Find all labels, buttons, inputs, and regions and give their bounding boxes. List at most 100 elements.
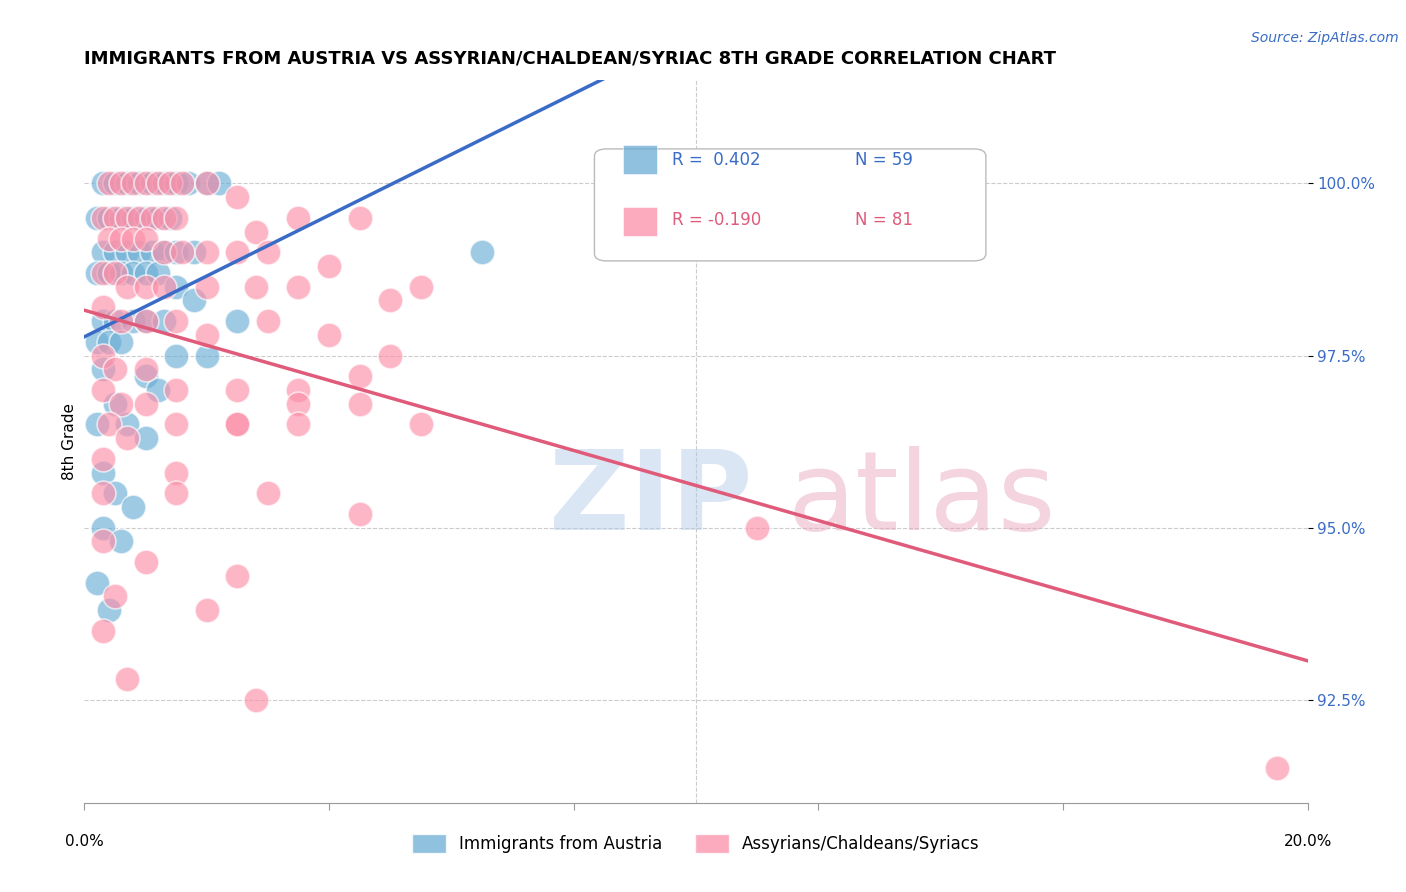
Point	[146, 211, 169, 225]
Point	[110, 177, 132, 191]
Point	[226, 417, 249, 432]
Point	[104, 211, 127, 225]
Point	[110, 231, 132, 245]
Point	[245, 692, 267, 706]
Text: ZIP: ZIP	[550, 446, 752, 553]
Text: N = 81: N = 81	[855, 211, 912, 228]
Point	[349, 211, 371, 225]
Point	[165, 279, 187, 293]
Point	[135, 314, 157, 328]
Point	[287, 211, 309, 225]
Point	[135, 397, 157, 411]
Point	[104, 397, 127, 411]
Point	[122, 177, 145, 191]
Point	[91, 520, 114, 534]
Point	[349, 507, 371, 521]
Point	[172, 177, 194, 191]
Point	[747, 520, 769, 534]
Point	[287, 397, 309, 411]
Point	[195, 177, 218, 191]
Y-axis label: 8th Grade: 8th Grade	[62, 403, 77, 480]
Point	[135, 177, 157, 191]
Point	[115, 245, 138, 260]
Point	[165, 417, 187, 432]
Point	[122, 314, 145, 328]
FancyBboxPatch shape	[595, 149, 986, 260]
Bar	[623, 145, 657, 174]
Point	[195, 245, 218, 260]
Point	[86, 266, 108, 280]
Point	[122, 500, 145, 514]
Point	[245, 279, 267, 293]
Point	[91, 451, 114, 466]
Point	[104, 266, 127, 280]
Point	[226, 245, 249, 260]
Point	[91, 466, 114, 480]
Point	[195, 349, 218, 363]
Point	[409, 417, 432, 432]
Point	[104, 177, 127, 191]
Point	[122, 211, 145, 225]
Point	[287, 417, 309, 432]
Point	[349, 397, 371, 411]
Point	[91, 624, 114, 638]
Point	[165, 383, 187, 397]
Text: 20.0%: 20.0%	[1284, 834, 1331, 849]
Point	[91, 349, 114, 363]
Point	[115, 177, 138, 191]
Point	[128, 245, 150, 260]
Text: Source: ZipAtlas.com: Source: ZipAtlas.com	[1251, 31, 1399, 45]
Point	[141, 177, 163, 191]
Point	[226, 568, 249, 582]
Point	[135, 362, 157, 376]
Point	[257, 314, 280, 328]
Point	[86, 211, 108, 225]
Point	[97, 334, 120, 349]
Point	[165, 245, 187, 260]
Point	[122, 231, 145, 245]
Point	[91, 383, 114, 397]
Point	[153, 245, 176, 260]
Point	[97, 603, 120, 617]
Bar	[623, 207, 657, 235]
Point	[153, 279, 176, 293]
Point	[245, 225, 267, 239]
Text: atlas: atlas	[787, 446, 1056, 553]
Text: R =  0.402: R = 0.402	[672, 151, 761, 169]
Point	[91, 211, 114, 225]
Point	[165, 466, 187, 480]
Point	[146, 383, 169, 397]
Point	[165, 349, 187, 363]
Point	[104, 314, 127, 328]
Point	[110, 397, 132, 411]
Point	[115, 672, 138, 686]
Text: 0.0%: 0.0%	[65, 834, 104, 849]
Point	[135, 555, 157, 569]
Point	[97, 177, 120, 191]
Text: N = 59: N = 59	[855, 151, 912, 169]
Point	[380, 349, 402, 363]
Point	[115, 279, 138, 293]
Point	[128, 211, 150, 225]
Point	[226, 314, 249, 328]
Point	[153, 177, 176, 191]
Point	[115, 211, 138, 225]
Point	[165, 486, 187, 500]
Point	[115, 431, 138, 445]
Point	[318, 327, 340, 342]
Point	[195, 327, 218, 342]
Point	[86, 417, 108, 432]
Point	[86, 334, 108, 349]
Point	[318, 259, 340, 273]
Point	[110, 211, 132, 225]
Point	[141, 211, 163, 225]
Point	[104, 362, 127, 376]
Point	[104, 245, 127, 260]
Point	[135, 369, 157, 384]
Point	[91, 177, 114, 191]
Text: R = -0.190: R = -0.190	[672, 211, 761, 228]
Point	[97, 211, 120, 225]
Point	[183, 245, 205, 260]
Point	[104, 486, 127, 500]
Point	[287, 383, 309, 397]
